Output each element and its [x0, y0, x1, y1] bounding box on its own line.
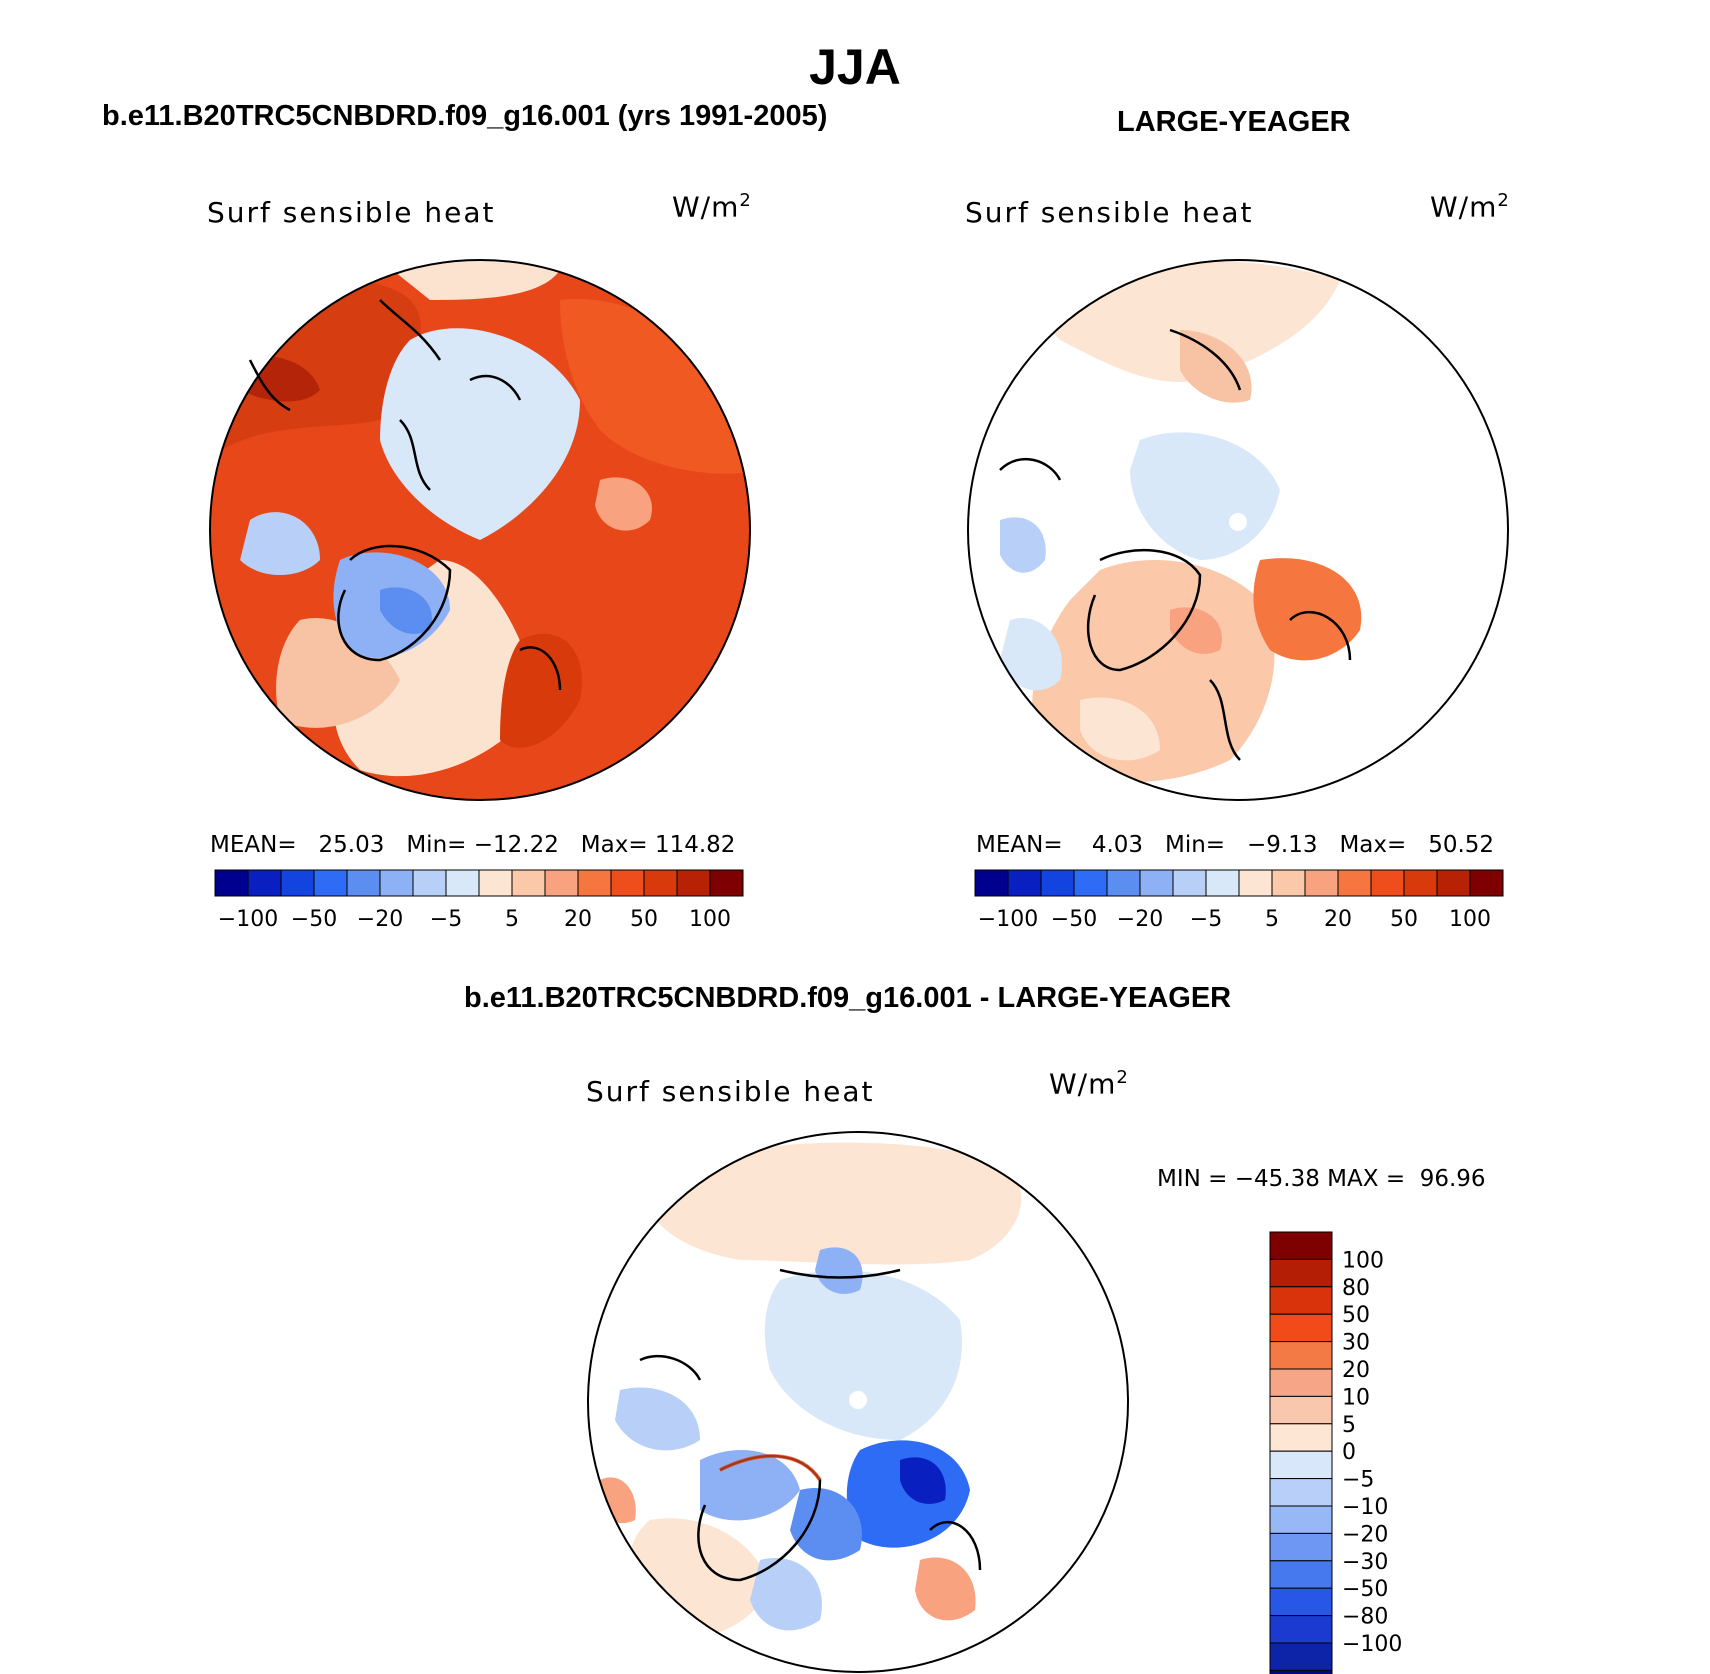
- panel-obs-variable: Surf sensible heat: [965, 196, 1254, 229]
- panel-diff-colorbar-tick-label: 30: [1342, 1331, 1370, 1356]
- panel-model-colorbar-swatch-0: [214, 869, 249, 897]
- panel-obs-colorbar-tick-label: 50: [1390, 907, 1418, 932]
- panel-obs-colorbar-tick-label: −100: [978, 907, 1038, 932]
- panel-model-colorbar-swatch-13: [643, 869, 678, 897]
- panel-model-colorbar-swatch-14: [676, 869, 711, 897]
- panel-model-units: W/m2: [672, 190, 752, 224]
- panel-model-colorbar-swatch-12: [610, 869, 645, 897]
- panel-obs-units: W/m2: [1430, 190, 1510, 224]
- panel-obs-colorbar-swatch-1: [1007, 869, 1042, 897]
- panel-obs-colorbar-swatch-4: [1106, 869, 1141, 897]
- panel-obs-colorbar-tick-label: 20: [1324, 907, 1352, 932]
- panel-diff-colorbar-tick-label: −100: [1342, 1632, 1402, 1657]
- panel-diff-colorbar-swatch-10: [1269, 1505, 1333, 1534]
- panel-obs-colorbar-swatch-9: [1271, 869, 1306, 897]
- panel-obs-colorbar-swatch-0: [974, 869, 1009, 897]
- panel-model-colorbar-swatch-1: [247, 869, 282, 897]
- panel-obs-colorbar-tick-label: 5: [1265, 907, 1279, 932]
- panel-diff-colorbar-tick-label: 80: [1342, 1276, 1370, 1301]
- panel-diff-colorbar-tick-label: −30: [1342, 1550, 1388, 1575]
- panel-diff-colorbar-tick-label: −5: [1342, 1468, 1374, 1493]
- panel-diff-title: b.e11.B20TRC5CNBDRD.f09_g16.001 - LARGE-…: [464, 982, 1232, 1014]
- panel-diff-colorbar-swatch-7: [1269, 1423, 1333, 1452]
- panel-model-colorbar-tick-label: −50: [291, 907, 337, 932]
- panel-obs-colorbar-tick-label: −50: [1051, 907, 1097, 932]
- panel-model-colorbar-tick-label: −20: [357, 907, 403, 932]
- panel-obs-colorbar-swatch-11: [1337, 869, 1372, 897]
- panel-model-colorbar-tick-label: −5: [430, 907, 462, 932]
- figure-title: JJA: [809, 39, 901, 95]
- panel-obs-colorbar-tick-label: −20: [1117, 907, 1163, 932]
- panel-diff-colorbar-swatch-5: [1269, 1368, 1333, 1397]
- panel-obs-colorbar-tick-label: 100: [1449, 907, 1491, 932]
- panel-obs-colorbar-swatch-3: [1073, 869, 1108, 897]
- panel-diff-colorbar-swatch-15: [1269, 1642, 1333, 1671]
- panel-diff-colorbar-tick-label: −10: [1342, 1495, 1388, 1520]
- panel-model-colorbar-swatch-8: [478, 869, 513, 897]
- panel-diff-colorbar-tick-label: −50: [1342, 1577, 1388, 1602]
- panel-model-colorbar-tick-label: −100: [218, 907, 278, 932]
- panel-diff-colorbar-swatch-3: [1269, 1313, 1333, 1343]
- panel-obs-colorbar-swatch-5: [1139, 869, 1174, 897]
- panel-obs-colorbar-swatch-15: [1469, 869, 1504, 897]
- panel-obs-colorbar-swatch-6: [1172, 869, 1207, 897]
- panel-model-title: b.e11.B20TRC5CNBDRD.f09_g16.001 (yrs 199…: [102, 100, 828, 132]
- panel-diff-colorbar-swatch-1: [1269, 1258, 1333, 1288]
- panel-model-colorbar-tick-label: 20: [564, 907, 592, 932]
- panel-model-variable: Surf sensible heat: [207, 196, 496, 229]
- panel-obs-colorbar-swatch-10: [1304, 869, 1339, 897]
- panel-diff-variable: Surf sensible heat: [586, 1075, 875, 1108]
- panel-diff-colorbar-tick-label: 100: [1342, 1248, 1384, 1273]
- panel-obs-title: LARGE-YEAGER: [1117, 106, 1351, 138]
- panel-diff-colorbar-swatch-12: [1269, 1560, 1333, 1589]
- panel-diff-stats: MIN = −45.38 MAX = 96.96: [1157, 1166, 1486, 1192]
- panel-model-colorbar-swatch-11: [577, 869, 612, 897]
- panel-model-colorbar-swatch-3: [313, 869, 348, 897]
- panel-model-colorbar-swatch-9: [511, 869, 546, 897]
- panel-diff-colorbar-swatch-2: [1269, 1286, 1333, 1315]
- panel-diff-colorbar-tick-label: 5: [1342, 1413, 1356, 1438]
- panel-diff-colorbar-swatch-9: [1269, 1478, 1333, 1507]
- panel-obs-stats: MEAN= 4.03 Min= −9.13 Max= 50.52: [976, 832, 1495, 858]
- panel-diff-colorbar-tick-label: −80: [1342, 1605, 1388, 1630]
- panel-diff-colorbar-swatch-8: [1269, 1450, 1333, 1480]
- panel-obs-colorbar-swatch-12: [1370, 869, 1405, 897]
- panel-diff-colorbar-swatch-13: [1269, 1587, 1333, 1617]
- panel-model-colorbar-swatch-4: [346, 869, 381, 897]
- panel-diff-units: W/m2: [1049, 1067, 1129, 1101]
- panel-obs-colorbar-tick-label: −5: [1190, 907, 1222, 932]
- panel-diff-colorbar-tick-label: 10: [1342, 1385, 1370, 1410]
- panel-model-colorbar-swatch-15: [709, 869, 744, 897]
- panel-model-colorbar-swatch-6: [412, 869, 447, 897]
- panel-model-colorbar-swatch-10: [544, 869, 579, 897]
- panel-model-colorbar-swatch-2: [280, 869, 315, 897]
- panel-diff-colorbar-swatch-11: [1269, 1532, 1333, 1562]
- panel-obs-colorbar-swatch-7: [1205, 869, 1240, 897]
- panel-obs-colorbar-swatch-14: [1436, 869, 1471, 897]
- panel-obs-colorbar: −100 −50 −20 −5 5 20 50 100: [974, 869, 1504, 932]
- panel-diff-colorbar-swatch-14: [1269, 1615, 1333, 1644]
- panel-obs-colorbar-swatch-8: [1238, 869, 1273, 897]
- panel-model-colorbar-tick-label: 100: [689, 907, 731, 932]
- panel-model-colorbar-swatch-7: [445, 869, 480, 897]
- panel-diff-colorbar-swatch-6: [1269, 1395, 1333, 1425]
- panel-model-colorbar-swatch-5: [379, 869, 414, 897]
- panel-model-colorbar-tick-label: 50: [630, 907, 658, 932]
- panel-diff-colorbar-tick-label: 50: [1342, 1303, 1370, 1328]
- panel-model-colorbar: −100 −50 −20 −5 5 20 50 100: [214, 869, 744, 932]
- panel-diff-colorbar-swatch-0: [1269, 1231, 1333, 1260]
- panel-diff-colorbar-swatch-16: [1269, 1669, 1333, 1674]
- panel-obs-colorbar-swatch-2: [1040, 869, 1075, 897]
- panel-diff-colorbar-tick-label: 20: [1342, 1358, 1370, 1383]
- panel-model-stats: MEAN= 25.03 Min= −12.22 Max= 114.82: [210, 832, 736, 858]
- panel-diff-colorbar-tick-label: −20: [1342, 1522, 1388, 1547]
- panel-diff-colorbar-tick-label: 0: [1342, 1440, 1356, 1465]
- panel-diff-colorbar-swatch-4: [1269, 1341, 1333, 1370]
- panel-model-colorbar-tick-label: 5: [505, 907, 519, 932]
- panel-obs-colorbar-swatch-13: [1403, 869, 1438, 897]
